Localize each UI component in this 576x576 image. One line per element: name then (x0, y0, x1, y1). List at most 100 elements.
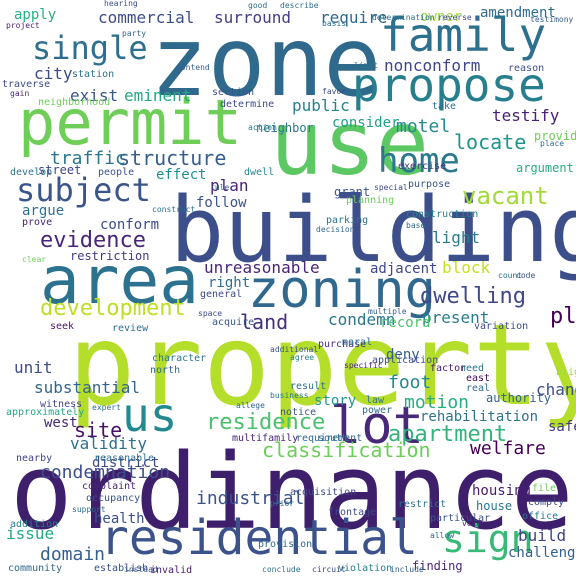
word-specific: notice (280, 407, 317, 418)
word-construction: purpose (408, 179, 451, 190)
word-change: change (536, 380, 576, 399)
word-however: void (462, 519, 482, 528)
word-expert: additional (270, 345, 319, 354)
word-surround: surround (214, 8, 292, 27)
word-effect: effect (156, 167, 207, 183)
word-unit: unit (14, 358, 53, 377)
word-people: develop (10, 167, 53, 178)
word-vacant: vacant (462, 182, 549, 210)
word-finding: finding (412, 559, 463, 573)
word-frontage: blight (556, 367, 576, 378)
word-us: us (122, 388, 178, 442)
word-city: city (34, 64, 73, 83)
word-provision: frontage (328, 507, 377, 518)
word-sign: sign (442, 517, 534, 561)
word-challenge: challenge (508, 545, 576, 561)
word-classification: classification (262, 438, 431, 462)
word-review: seek (50, 321, 75, 332)
word-planning: grant (334, 185, 371, 199)
word-restrict: file (532, 483, 557, 494)
word-argue: argue (22, 203, 65, 219)
word-rule: dwell (244, 167, 275, 178)
word-file: comply (528, 497, 565, 508)
word-office: include (390, 565, 424, 574)
word-dwelling: dwelling (420, 284, 526, 309)
word-nonconform: nonconform (384, 56, 481, 75)
word-reverse: determination (372, 13, 435, 22)
word-motel: motel (396, 116, 451, 137)
word-land: land (240, 310, 289, 334)
word-district: neighbor (256, 121, 314, 135)
word-allege: expert (92, 403, 121, 412)
word-apply: apply (14, 7, 57, 23)
word-lot: lot (330, 396, 424, 456)
word-substantial: substantial (34, 378, 140, 397)
word-notice: power (362, 405, 393, 416)
word-residence: residence (206, 410, 326, 435)
word-station: traverse (2, 79, 51, 90)
word-hearing: describe (280, 1, 319, 10)
word-consider: consider (332, 115, 400, 131)
word-right: right (208, 275, 251, 291)
word-east: authority (486, 391, 552, 405)
word-blight: need (460, 363, 485, 374)
word-section: prove (22, 217, 53, 228)
word-housing: housing (472, 483, 532, 499)
word-public: public (292, 96, 350, 115)
word-deny: deny (386, 347, 420, 363)
word-purchase: north (150, 365, 181, 376)
word-health: health (94, 511, 145, 527)
word-unreasonable: unreasonable (204, 258, 320, 277)
word-void: allow (430, 531, 455, 540)
word-require: require (320, 8, 388, 27)
word-structure: structure (118, 146, 227, 170)
word-construct: gain (10, 89, 30, 98)
word-owner: owner (420, 9, 463, 25)
word-application: moral (342, 337, 373, 348)
word-light: light (432, 228, 481, 247)
word-condemnation: condemnation (40, 462, 171, 483)
word-zoning: zoning (248, 260, 436, 320)
word-action: base (406, 221, 426, 230)
word-prior: multiple (368, 307, 407, 316)
word-validity: validity (70, 434, 148, 453)
word-restriction: restriction (70, 249, 150, 263)
word-allow: conclude (262, 565, 301, 574)
word-describe: good (248, 1, 268, 10)
word-business: allege (236, 401, 265, 410)
word-condemn: condemn (328, 310, 396, 329)
word-follow: follow (196, 195, 247, 211)
word-story: story (314, 393, 357, 409)
word-limit: party (122, 29, 147, 38)
word-determination: hearing (104, 0, 138, 8)
word-adjacent: adjacent (370, 261, 438, 277)
word-determine: section (212, 87, 255, 98)
word-contend: favor (322, 87, 347, 96)
word-property: property (68, 301, 576, 431)
word-foot: foot (388, 372, 432, 393)
word-occupancy: addition (10, 519, 59, 530)
word-home: home (378, 141, 460, 181)
word-amendment: amendment (480, 5, 556, 21)
word-argument: people (98, 167, 135, 178)
word-circuit: violation (338, 563, 393, 574)
word-zone: zone (150, 6, 382, 118)
word-purpose: planning (346, 195, 395, 206)
word-permit: permit (18, 86, 242, 159)
word-record: record (380, 315, 431, 331)
word-apartment: apartment (388, 422, 508, 447)
word-locate: locate (454, 130, 527, 154)
word-parking: exercise (398, 161, 447, 172)
word-present: present (422, 308, 490, 327)
word-take: reason (508, 63, 545, 74)
word-base: decision (316, 225, 355, 234)
word-use: use (270, 92, 429, 195)
word-authority: factor (430, 363, 467, 374)
word-real: east (466, 373, 491, 384)
word-site: site (74, 418, 123, 442)
word-single: single (32, 29, 148, 67)
word-building: building (170, 178, 576, 283)
word-testimony: reverse (438, 13, 472, 22)
word-house: house (476, 499, 513, 513)
word-rehabilitation: rehabilitation (420, 409, 539, 425)
